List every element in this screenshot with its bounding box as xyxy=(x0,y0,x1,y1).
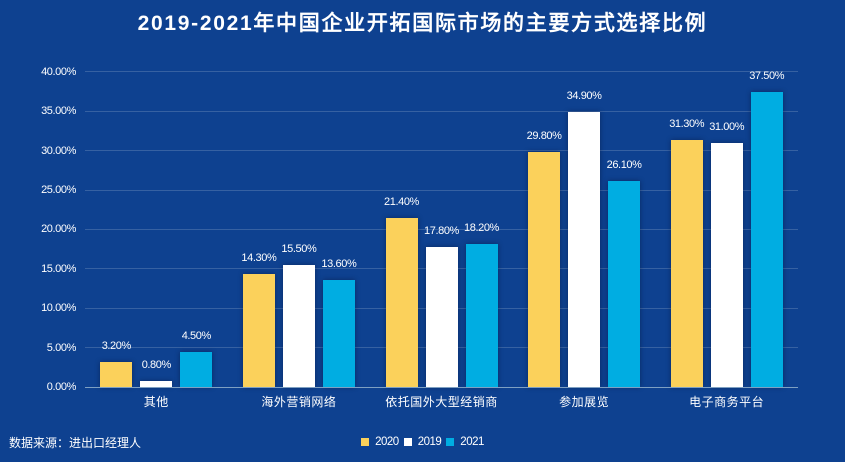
category-label-2: 依托国外大型经销商 xyxy=(385,395,498,409)
bar-2019-3 xyxy=(568,111,601,387)
legend-label-2019: 2019 xyxy=(417,435,442,448)
value-label-2019-1: 15.50% xyxy=(281,242,317,255)
bar-2019-4 xyxy=(710,142,743,387)
chart-title: 2019-2021年中国企业开拓国际市场的主要方式选择比例 xyxy=(137,12,708,35)
bar-2019-2 xyxy=(425,246,458,387)
value-label-2021-0: 4.50% xyxy=(181,329,212,342)
x-axis-line xyxy=(85,386,798,388)
legend-item-2021: 2021 xyxy=(446,436,484,449)
gridline-20 xyxy=(85,228,798,230)
bar-2020-1 xyxy=(242,274,275,387)
value-label-2021-1: 13.60% xyxy=(321,257,357,270)
y-tick-label: 20.00% xyxy=(41,223,76,236)
bar-2021-1 xyxy=(322,279,355,387)
legend-swatch-2020 xyxy=(361,438,370,446)
bar-2020-2 xyxy=(385,218,418,387)
bar-2019-0 xyxy=(140,380,173,387)
value-label-2019-0: 0.80% xyxy=(141,358,172,371)
bar-2021-2 xyxy=(465,243,498,387)
y-tick-label: 40.00% xyxy=(41,65,76,78)
value-label-2020-0: 3.20% xyxy=(101,339,132,352)
category-label-0: 其他 xyxy=(143,395,169,409)
gridline-25 xyxy=(85,189,798,191)
bar-2021-4 xyxy=(750,91,783,387)
gridline-40 xyxy=(85,71,798,73)
source-note: 数据来源：进出口经理人 xyxy=(9,436,142,450)
category-label-1: 海外营销网络 xyxy=(261,395,337,409)
y-tick-label: 5.00% xyxy=(46,341,77,354)
value-label-2020-1: 14.30% xyxy=(241,252,277,265)
legend-swatch-2019 xyxy=(403,438,412,446)
value-label-2019-3: 34.90% xyxy=(566,89,602,102)
value-label-2019-2: 17.80% xyxy=(424,224,459,237)
category-label-4: 电子商务平台 xyxy=(689,395,765,409)
bar-2020-3 xyxy=(528,152,561,387)
value-label-2021-2: 18.20% xyxy=(464,221,499,234)
legend-label-2020: 2020 xyxy=(375,435,399,448)
bar-2020-4 xyxy=(670,140,703,387)
y-tick-label: 0.00% xyxy=(46,381,77,393)
y-tick-label: 10.00% xyxy=(41,302,76,315)
value-label-2021-4: 37.50% xyxy=(749,69,785,82)
bar-2019-1 xyxy=(282,264,315,387)
gridline-30 xyxy=(85,150,798,152)
category-label-3: 参加展览 xyxy=(559,395,610,409)
value-label-2020-2: 21.40% xyxy=(384,196,419,209)
bar-2021-0 xyxy=(180,351,213,387)
value-label-2020-3: 29.80% xyxy=(526,130,562,143)
value-label-2021-3: 26.10% xyxy=(606,159,642,172)
chart-legend: 2020 2019 2021 xyxy=(0,436,845,449)
legend-item-2020: 2020 xyxy=(361,436,399,449)
bar-2021-3 xyxy=(608,181,641,387)
value-label-2020-4: 31.30% xyxy=(669,118,705,131)
bar-2020-0 xyxy=(100,361,133,387)
legend-swatch-2021 xyxy=(446,438,455,446)
y-tick-label: 25.00% xyxy=(41,184,76,196)
value-label-2019-4: 31.00% xyxy=(709,120,745,133)
legend-label-2021: 2021 xyxy=(460,435,484,448)
y-tick-label: 15.00% xyxy=(41,262,76,275)
gridline-35 xyxy=(85,110,798,112)
legend-item-2019: 2019 xyxy=(403,435,442,449)
y-tick-label: 30.00% xyxy=(41,144,76,157)
y-tick-label: 35.00% xyxy=(41,105,76,118)
